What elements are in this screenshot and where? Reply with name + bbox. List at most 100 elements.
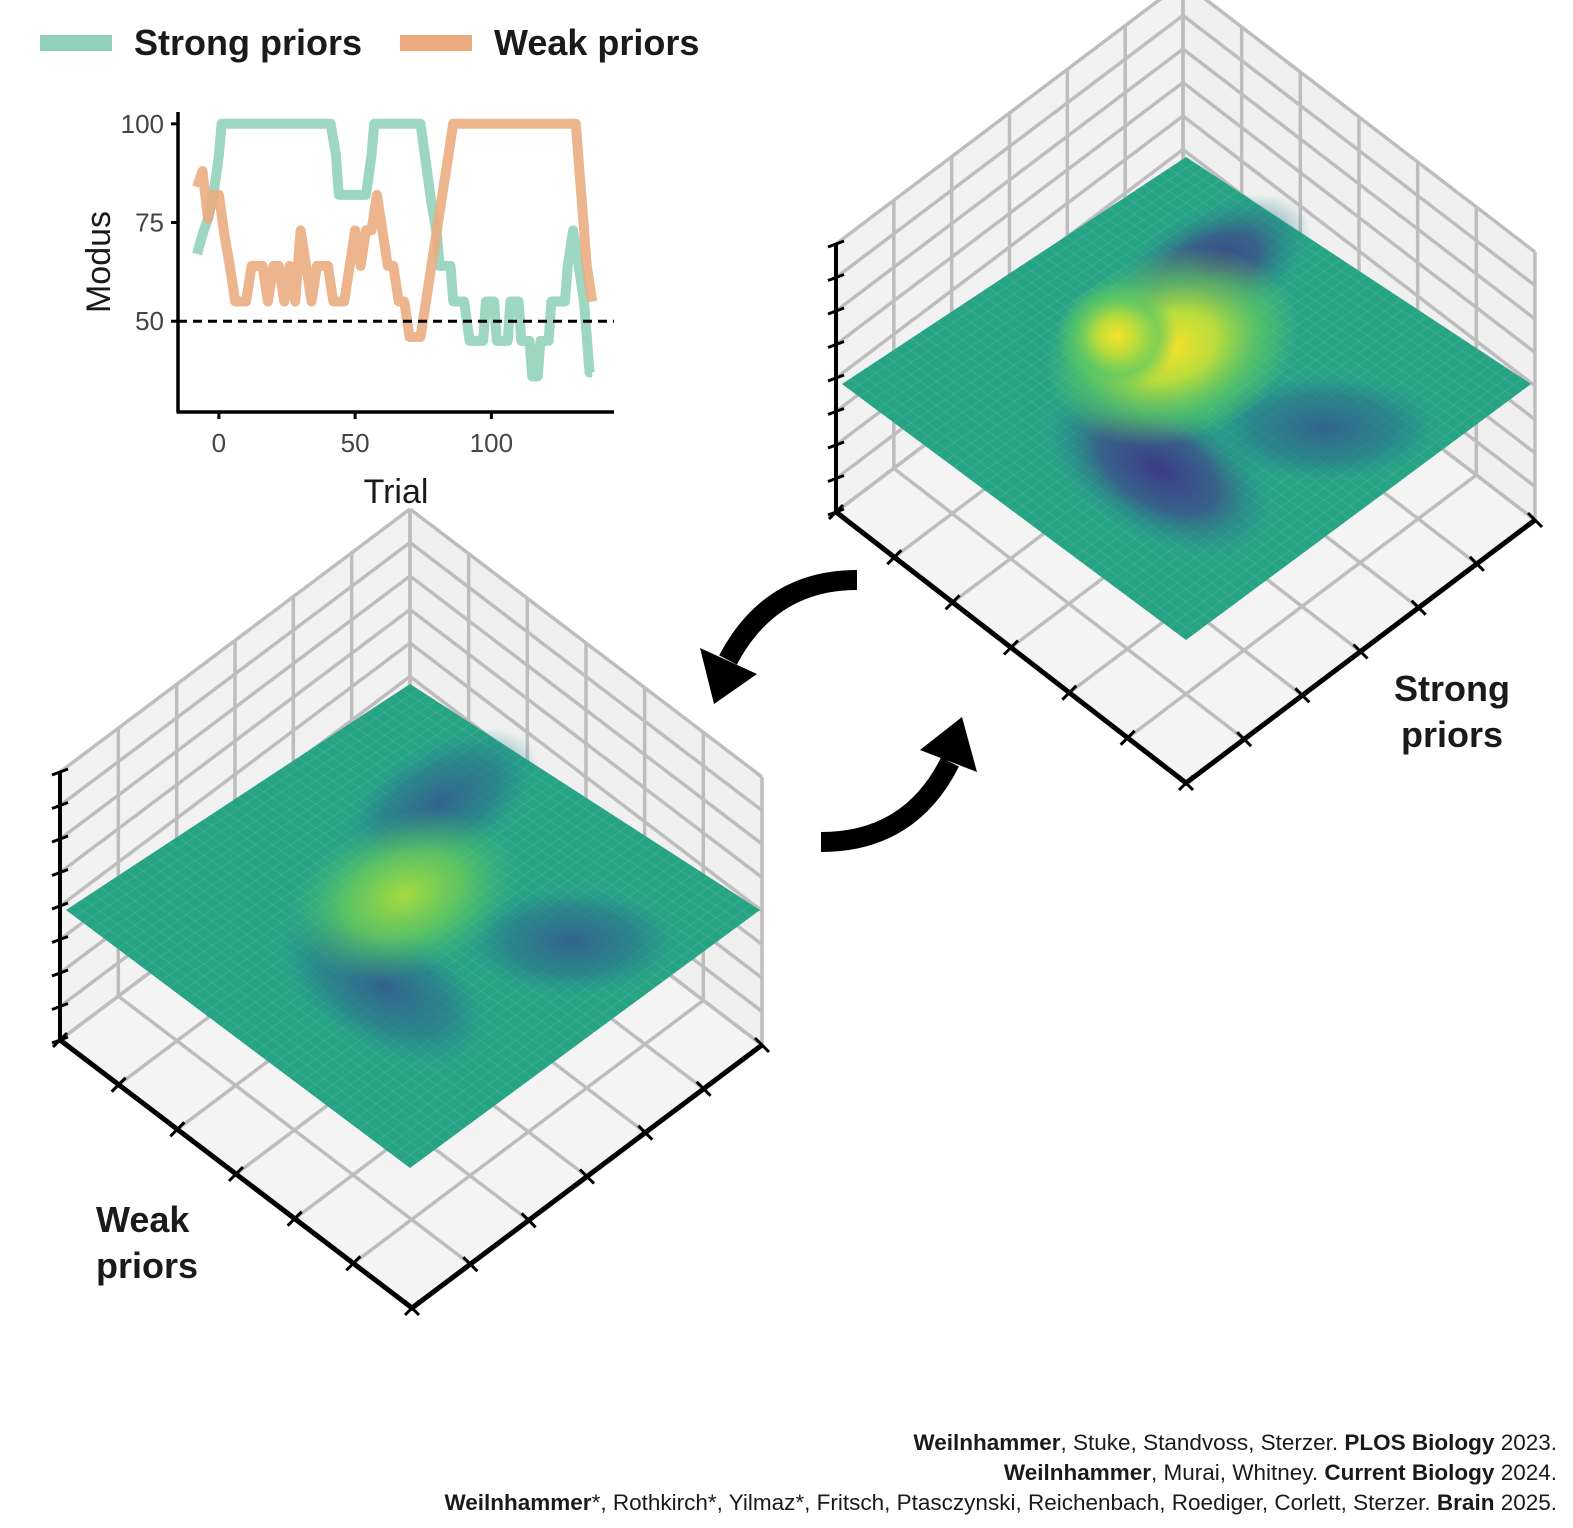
strong-priors-surface-plot-z-tick: [827, 340, 845, 349]
strong-priors-surface-plot-z-tick: [827, 306, 845, 316]
weak-priors-surface-plot-floor-grid: [352, 998, 705, 1265]
strong-priors-surface-plot-surface-mesh: [867, 366, 1213, 622]
weak-priors-surface-plot-wall-grid: [408, 608, 764, 879]
y-tick-label-75: 75: [135, 208, 164, 238]
legend-swatch-strong-priors: [40, 35, 112, 51]
strong-priors-label-line-1: Strong: [1394, 668, 1510, 709]
legend-label-weak-priors: Weak priors: [494, 22, 700, 63]
weak-priors-surface-plot-x-tick: [110, 1076, 127, 1093]
weak-priors-surface-plot-wall-grid: [58, 541, 412, 807]
weak-priors-surface-plot-x-tick: [345, 1255, 362, 1272]
weak-priors-surface-plot-z-tick: [51, 801, 69, 810]
strong-priors-surface-plot-wall-grid: [1181, 47, 1537, 321]
strong-priors-surface-plot-z-tick: [827, 273, 845, 282]
weak-priors-surface-plot-surface-mesh: [392, 694, 743, 924]
strong-priors-surface-plot-wall-grid: [1181, 81, 1537, 354]
weak-priors-surface-plot-surface-mesh: [401, 903, 752, 1162]
strong-priors-surface-plot-x-tick: [827, 503, 845, 521]
strong-priors-surface-plot-y-tick: [1236, 731, 1253, 748]
x-tick-label-50: 50: [341, 428, 370, 458]
strong-priors-surface-plot-floor-grid: [1126, 473, 1478, 740]
strong-priors-surface-plot-surface-mesh: [850, 377, 1195, 635]
weak-priors-surface-plot-z-tick: [51, 935, 69, 944]
weak-priors-surface-plot-wall-grid: [408, 641, 764, 913]
weak-priors-label-line-2: priors: [96, 1245, 199, 1286]
weak-priors-surface-plot-y-tick: [520, 1212, 537, 1229]
strong-priors-surface-plot-y-tick: [1352, 643, 1369, 660]
weak-priors-surface-plot-surface-mesh: [392, 898, 743, 1156]
arrow-to-strong-shaft: [820, 757, 959, 852]
weak-priors-surface-plot-surface-mesh: [117, 875, 463, 1130]
weak-priors-surface-plot-surface-mesh: [74, 689, 420, 917]
arrow-to-weak-head: [700, 648, 757, 704]
weak-priors-surface-plot-wall-grid: [58, 641, 412, 908]
reference-1-journal: PLOS Biology: [1344, 1430, 1495, 1455]
weak-priors-surface-plot-y-tick: [462, 1256, 479, 1273]
strong-priors-label-line-2: priors: [1400, 714, 1504, 755]
strong-priors-surface-plot-surface-mesh: [1177, 377, 1523, 635]
weak-priors-surface-plot-surface-mesh: [82, 898, 428, 1156]
weak-priors-surface-plot-y-tick: [637, 1124, 654, 1141]
reference-2-journal: Current Biology: [1324, 1460, 1495, 1485]
weak-priors-surface-plot-y-tick: [578, 1168, 596, 1185]
reference-2-year: 2024.: [1494, 1460, 1557, 1485]
y-tick-label-100: 100: [121, 109, 164, 139]
weak-priors-surface-plot-surface-mesh: [108, 881, 455, 1137]
reference-2: Weilnhammer, Murai, Whitney. Current Bio…: [444, 1458, 1557, 1488]
reference-1-year: 2023.: [1494, 1430, 1557, 1455]
legend-item-strong-priors: Strong priors: [40, 22, 362, 64]
strong-priors-surface-plot-z-tick: [827, 373, 845, 383]
strong-priors-surface-plot-surface-mesh: [876, 179, 1221, 411]
strong-priors-surface-plot-y-tick: [1526, 511, 1544, 529]
weak-priors-surface-plot-surface-mesh: [91, 700, 437, 930]
strong-priors-surface-plot-surface-mesh: [867, 173, 1213, 404]
reference-3: Weilnhammer*, Rothkirch*, Yilmaz*, Frits…: [444, 1488, 1557, 1518]
weak-priors-surface-plot-wall-grid: [408, 574, 764, 846]
strong-priors-surface-plot-x-tick: [886, 549, 903, 566]
weak-priors-surface-plot-wall-grid: [58, 507, 412, 774]
weak-priors-surface-plot-z-tick: [51, 1002, 69, 1011]
series-line-strong-priors: [192, 118, 595, 382]
weak-priors-surface-plot-x-tick: [403, 1299, 421, 1317]
weak-priors-surface-plot-wall-grid: [58, 608, 412, 874]
strong-priors-surface-plot-surface-mesh: [858, 167, 1204, 398]
weak-priors-surface-plot-x-tick: [169, 1121, 186, 1138]
weak-priors-surface-plot: [51, 507, 771, 1317]
strong-priors-surface-plot-x-tick: [1002, 639, 1020, 656]
legend: Strong priors Weak priors: [40, 18, 699, 68]
strong-priors-surface-plot-wall-grid: [834, 81, 1185, 346]
weak-priors-surface-plot-x-tick: [51, 1031, 69, 1049]
strong-priors-surface-plot-surface-mesh: [876, 360, 1221, 615]
weak-priors-surface-plot-wall-grid: [408, 541, 764, 812]
strong-priors-surface-plot-wall-grid: [1203, 0, 1537, 254]
reference-2-author: Weilnhammer: [1003, 1460, 1152, 1485]
strong-priors-surface-plot-z-tick: [827, 239, 845, 249]
strong-priors-panel-label: Strong priors: [1382, 666, 1522, 758]
strong-priors-surface-plot-wall-grid: [834, 47, 1185, 313]
weak-priors-surface-plot-z-tick: [51, 767, 69, 777]
legend-item-weak-priors: Weak priors: [400, 22, 699, 64]
strong-priors-surface-plot-x-tick: [1061, 684, 1078, 701]
reference-3-year: 2025.: [1494, 1490, 1557, 1515]
weak-priors-surface-plot-z-tick: [51, 968, 69, 978]
strong-priors-surface-plot-z-tick: [827, 440, 845, 450]
references: Weilnhammer, Stuke, Standvoss, Sterzer. …: [444, 1428, 1557, 1518]
weak-priors-surface-plot-surface-mesh: [100, 706, 446, 937]
reference-3-author: Weilnhammer: [444, 1490, 592, 1515]
strong-priors-surface-plot-y-tick: [1410, 599, 1427, 616]
reference-1-coauthors: , Stuke, Standvoss, Sterzer.: [1060, 1430, 1345, 1455]
series-line-weak-priors: [192, 118, 598, 342]
strong-priors-surface-plot-wall-grid: [1181, 114, 1537, 388]
strong-priors-surface-plot-wall-grid: [834, 14, 1185, 279]
strong-priors-surface-plot-x-tick: [944, 594, 961, 611]
y-tick-label-50: 50: [135, 306, 164, 336]
weak-priors-surface-plot-surface-mesh: [401, 689, 752, 917]
reference-3-journal: Brain: [1436, 1490, 1495, 1515]
strong-priors-surface-plot-wall-grid: [1181, 14, 1537, 287]
weak-priors-surface-plot-wall-grid: [58, 574, 412, 841]
reference-3-coauthors: *, Rothkirch*, Yilmaz*, Fritsch, Ptasczy…: [591, 1490, 1437, 1515]
strong-priors-surface-plot-surface-mesh: [1159, 366, 1506, 622]
weak-priors-surface-plot-z-tick: [51, 901, 69, 911]
weak-priors-surface-plot-x-tick: [286, 1210, 303, 1227]
